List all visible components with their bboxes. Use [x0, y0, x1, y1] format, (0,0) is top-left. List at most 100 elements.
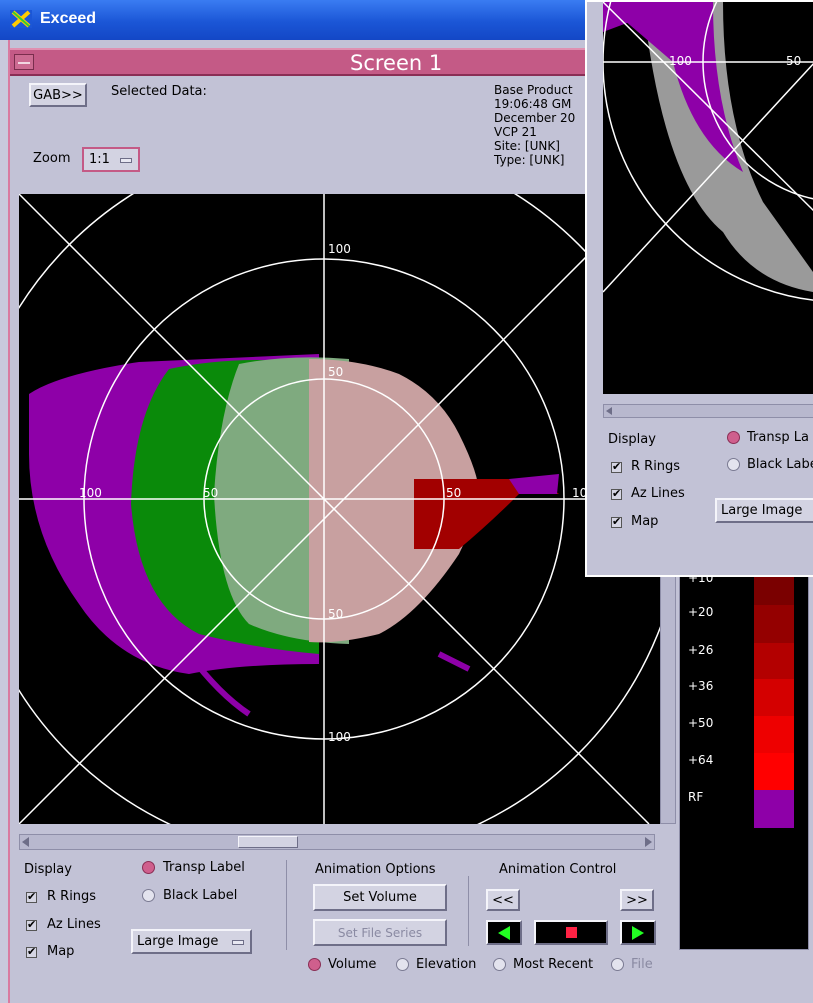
second-screen-window[interactable]: 100 50 Display R Rings Az Lines Map Tran…: [585, 0, 813, 577]
play-forward-icon: [632, 925, 644, 940]
legend-swatch: [754, 790, 794, 828]
volume-label: Volume: [328, 957, 377, 972]
most-recent-radio[interactable]: [493, 958, 506, 971]
r-rings-checkbox[interactable]: [26, 890, 37, 903]
set-volume-button[interactable]: Set Volume: [313, 884, 447, 911]
second-image-size-select[interactable]: Large Image: [715, 498, 813, 523]
radar-display[interactable]: 100 50 100 50 50 10 50 100: [19, 194, 661, 824]
info-line: December 20: [494, 111, 576, 125]
map-checkbox[interactable]: [26, 945, 37, 958]
az-lines-checkbox[interactable]: [26, 918, 37, 931]
scroll-left-icon[interactable]: [22, 837, 29, 847]
transp-label-text: Transp Label: [163, 860, 245, 875]
play-reverse-button[interactable]: [486, 920, 522, 945]
second-display-title: Display: [608, 432, 656, 447]
info-line: Type: [UNK]: [494, 153, 565, 167]
gab-button[interactable]: GAB>>: [29, 83, 87, 107]
elevation-radio[interactable]: [396, 958, 409, 971]
second-radar-image: [603, 2, 813, 301]
set-file-series-button[interactable]: Set File Series: [313, 919, 447, 946]
elevation-label: Elevation: [416, 957, 477, 972]
legend-swatch: [754, 679, 794, 717]
r-rings-label: R Rings: [47, 889, 97, 904]
zoom-select[interactable]: 1:1: [82, 147, 140, 172]
ring-label: 100: [79, 486, 102, 500]
info-line: Site: [UNK]: [494, 139, 560, 153]
app-title: Exceed: [40, 10, 97, 27]
play-reverse-icon: [498, 925, 510, 940]
legend-label: RF: [688, 790, 704, 804]
ring-label: 50: [786, 54, 802, 68]
legend-swatch: [754, 643, 794, 681]
map-label: Map: [47, 944, 75, 959]
option-menu-icon: [120, 158, 132, 163]
legend-label: +26: [688, 643, 714, 657]
ring-label: 50: [203, 486, 219, 500]
stop-icon: [565, 927, 577, 938]
second-az-lines-checkbox[interactable]: [611, 487, 622, 500]
black-label-text: Black Label: [163, 888, 238, 903]
file-radio[interactable]: [611, 958, 624, 971]
screen-title: Screen 1: [350, 51, 443, 75]
vertical-scrollbar[interactable]: [660, 574, 676, 824]
exceed-x-icon: [10, 10, 32, 28]
second-radar-display[interactable]: 100 50: [603, 2, 813, 394]
legend-label: +36: [688, 679, 714, 693]
second-map-label: Map: [631, 514, 659, 529]
ring-label: 50: [328, 607, 344, 621]
second-image-size-value: Large Image: [721, 503, 803, 518]
step-forward-button[interactable]: >>: [620, 889, 654, 911]
info-line: 19:06:48 GM: [494, 97, 572, 111]
option-menu-icon: [232, 940, 244, 945]
info-line: Base Product: [494, 83, 573, 97]
az-lines-label: Az Lines: [47, 917, 101, 932]
image-size-select[interactable]: Large Image: [131, 929, 252, 954]
step-back-button[interactable]: <<: [486, 889, 520, 911]
product-info: Base Product 19:06:48 GM December 20 VCP…: [494, 83, 575, 167]
info-line: VCP 21: [494, 125, 537, 139]
black-label-radio[interactable]: [142, 889, 155, 902]
legend-swatch: [754, 716, 794, 754]
most-recent-label: Most Recent: [513, 957, 594, 972]
image-size-value: Large Image: [137, 934, 219, 949]
second-black-label-text: Black Labe: [747, 457, 813, 472]
ring-label: 100: [328, 730, 351, 744]
second-black-label-radio[interactable]: [727, 458, 740, 471]
second-map-checkbox[interactable]: [611, 515, 622, 528]
radar-image: [19, 194, 661, 824]
ring-label: 100: [669, 54, 692, 68]
selected-data-label: Selected Data:: [111, 84, 207, 99]
second-r-rings-checkbox[interactable]: [611, 460, 622, 473]
transp-label-radio[interactable]: [142, 861, 155, 874]
second-transp-label-radio[interactable]: [727, 431, 740, 444]
second-horizontal-scrollbar[interactable]: [603, 404, 813, 418]
legend-label: +50: [688, 716, 714, 730]
ring-label: 100: [328, 242, 351, 256]
scroll-right-icon[interactable]: [645, 837, 652, 847]
display-title: Display: [24, 862, 72, 877]
ring-label: 50: [328, 365, 344, 379]
animation-control-title: Animation Control: [499, 862, 617, 877]
ring-label: 50: [446, 486, 462, 500]
color-legend: +10 +20 +26 +36 +50 +64 RF: [679, 571, 809, 950]
zoom-value: 1:1: [89, 152, 110, 167]
volume-radio[interactable]: [308, 958, 321, 971]
legend-swatch: [754, 575, 794, 605]
animation-options-title: Animation Options: [315, 862, 436, 877]
legend-label: +64: [688, 753, 714, 767]
divider: [468, 876, 469, 946]
legend-swatch: [754, 605, 794, 643]
stop-button[interactable]: [534, 920, 608, 945]
second-transp-label-text: Transp La: [747, 430, 809, 445]
scrollbar-thumb[interactable]: [238, 836, 298, 848]
file-label: File: [631, 957, 653, 972]
play-forward-button[interactable]: [620, 920, 656, 945]
horizontal-scrollbar[interactable]: [19, 834, 655, 850]
scroll-left-icon[interactable]: [606, 407, 612, 415]
legend-label: +20: [688, 605, 714, 619]
ring-label: 10: [572, 486, 588, 500]
zoom-label: Zoom: [33, 151, 71, 166]
second-r-rings-label: R Rings: [631, 459, 681, 474]
window-menu-button[interactable]: [14, 54, 34, 70]
legend-swatch: [754, 753, 794, 791]
